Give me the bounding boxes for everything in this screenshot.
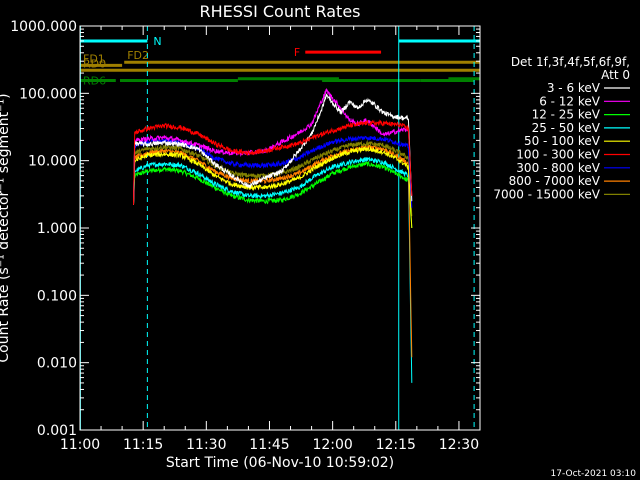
series-line-6-12-kev bbox=[133, 87, 413, 205]
legend-label-6-12-kev: 6 - 12 keV bbox=[539, 94, 601, 108]
series-line-12-25-kev bbox=[133, 160, 413, 229]
flag-labels: N F FD1 FD2 RD0 RD6 bbox=[83, 35, 300, 88]
series-lines bbox=[133, 87, 413, 383]
y-tick-label: 10.000 bbox=[28, 154, 77, 170]
x-axis: 11:00 11:15 11:30 11:45 12:00 12:15 12:30 bbox=[60, 26, 481, 453]
y-tick-label: 0.001 bbox=[37, 423, 77, 439]
legend-label-12-25-kev: 12 - 25 keV bbox=[532, 108, 601, 122]
time-markers bbox=[79, 26, 475, 430]
legend-header-line-2: Att 0 bbox=[601, 68, 630, 82]
x-tick-label: 11:30 bbox=[186, 437, 226, 453]
x-tick-label: 12:15 bbox=[376, 437, 416, 453]
series-line-25-50-kev bbox=[133, 156, 413, 383]
flag-label-rd0: RD0 bbox=[83, 57, 106, 70]
series-line-3-6-kev bbox=[133, 93, 413, 205]
y-axis: 1000.000 100.000 10.000 1.000 0.100 0.010 0.00… bbox=[10, 19, 480, 439]
legend-label-7000-15000-kev: 7000 - 15000 keV bbox=[493, 187, 600, 201]
legend-header-line-1: Det 1f,3f,4f,5f,6f,9f, bbox=[511, 55, 630, 69]
timestamp: 17-Oct-2021 03:10 bbox=[551, 469, 637, 479]
x-axis-label: Start Time (06-Nov-10 10:59:02) bbox=[166, 455, 394, 471]
legend: Det 1f,3f,4f,5f,6f,9f, Att 0 3 - 6 keV6 … bbox=[493, 55, 630, 201]
legend-label-25-50-kev: 25 - 50 keV bbox=[532, 121, 601, 135]
legend-label-100-300-kev: 100 - 300 keV bbox=[516, 148, 600, 162]
x-tick-label: 11:00 bbox=[60, 437, 100, 453]
series-line-50-100-kev bbox=[133, 145, 413, 229]
x-tick-label: 11:45 bbox=[249, 437, 289, 453]
chart-title: RHESSI Count Rates bbox=[200, 2, 361, 21]
flag-label-fd1: FD1 bbox=[83, 52, 105, 65]
legend-label-300-800-kev: 300 - 800 keV bbox=[516, 161, 600, 175]
y-tick-label: 0.010 bbox=[37, 356, 77, 372]
x-tick-label: 12:00 bbox=[312, 437, 352, 453]
x-tick-label: 12:30 bbox=[439, 437, 479, 453]
series-line-100-300-kev bbox=[133, 119, 413, 205]
y-tick-label: 1000.000 bbox=[10, 19, 77, 35]
legend-label-3-6-kev: 3 - 6 keV bbox=[547, 81, 601, 95]
legend-label-800-7000-kev: 800 - 7000 keV bbox=[509, 174, 601, 188]
flag-label-f: F bbox=[294, 46, 300, 59]
flag-label-rd6: RD6 bbox=[83, 75, 106, 88]
y-tick-label: 1.000 bbox=[37, 221, 77, 237]
series-line-300-800-kev bbox=[133, 135, 413, 208]
series-line-800-7000-kev bbox=[133, 143, 413, 358]
flag-label-n: N bbox=[153, 35, 161, 48]
flag-label-fd2: FD2 bbox=[127, 49, 149, 62]
x-tick-label: 11:15 bbox=[123, 437, 163, 453]
legend-label-50-100-kev: 50 - 100 keV bbox=[524, 134, 601, 148]
y-tick-label: 100.000 bbox=[19, 86, 77, 102]
y-axis-label: Count Rate (s⁻¹ detector⁻¹ segment⁻¹) bbox=[0, 93, 12, 362]
plot-frame bbox=[79, 25, 481, 431]
y-tick-label: 0.100 bbox=[37, 288, 77, 304]
flag-bars bbox=[80, 39, 480, 83]
